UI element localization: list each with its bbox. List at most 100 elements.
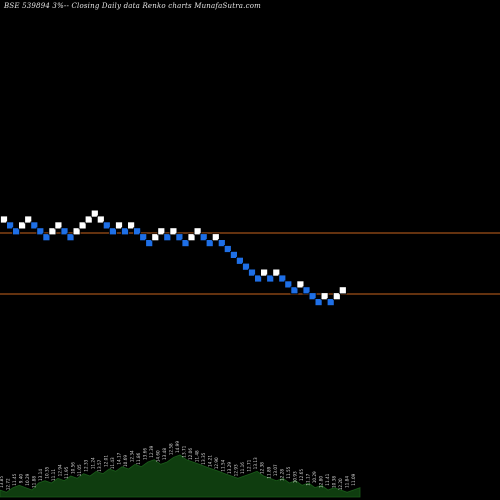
renko-brick-down (314, 298, 323, 307)
renko-brick-up (115, 221, 123, 230)
volume-label: 11.88 (32, 476, 37, 488)
renko-brick-down (229, 250, 238, 259)
renko-brick-down (266, 274, 275, 283)
volume-label: 12.71 (247, 459, 252, 471)
renko-brick-up (211, 233, 220, 242)
volume-label: 11.86 (136, 452, 141, 464)
volume-label: 11.45 (12, 473, 17, 485)
volume-label: 13.07 (273, 464, 278, 476)
renko-brick-down (133, 227, 142, 236)
renko-brick-down (121, 227, 129, 236)
renko-brick-up (96, 215, 105, 224)
volume-label: 12.20 (338, 478, 343, 490)
volume-label: 12.58 (169, 443, 174, 455)
renko-brick-down (326, 298, 335, 307)
volume-label: 12.72 (6, 478, 11, 490)
renko-brick-up (24, 215, 33, 224)
renko-brick-up (90, 209, 99, 218)
renko-brick-down (199, 233, 208, 242)
renko-brick-up (296, 280, 305, 289)
volume-label: 11.55 (286, 466, 291, 478)
volume-label: 11.95 (64, 466, 69, 478)
volume-label: 11.43 (110, 457, 115, 469)
volume-label: 12.01 (103, 455, 108, 467)
renko-brick-down (145, 239, 154, 248)
volume-label: 13.29 (227, 462, 232, 474)
volume-label: 10.29 (312, 471, 317, 483)
volume-area (0, 454, 361, 498)
volume-label: 11.09 (351, 473, 356, 485)
renko-brick-down (102, 221, 111, 230)
volume-label: 11.54 (221, 459, 226, 471)
volume-label: 13.14 (38, 469, 43, 481)
renko-brick-down (6, 221, 14, 230)
volume-label: 11.16 (240, 462, 245, 474)
volume-label: 9.40 (19, 474, 24, 484)
renko-brick-down (66, 233, 75, 242)
volume-label: 11.84 (345, 476, 350, 488)
renko-brick-down (242, 262, 250, 271)
renko-brick-down (139, 233, 148, 242)
renko-brick-down (181, 239, 190, 248)
renko-brick-down (109, 227, 117, 236)
volume-label: 11.17 (305, 473, 310, 485)
reference-lines (0, 232, 500, 295)
renko-brick-up (169, 227, 178, 236)
renko-brick-up (338, 286, 347, 295)
renko-brick-down (60, 227, 69, 236)
volume-label: 13.71 (182, 445, 187, 457)
volume-label: 13.13 (253, 457, 258, 469)
renko-brick-up (127, 221, 135, 230)
renko-brick-up (187, 233, 196, 242)
volume-label: 12.33 (84, 459, 89, 471)
renko-brick-up (0, 215, 8, 224)
renko-brick-up (260, 268, 269, 277)
renko-brick-down (290, 286, 299, 295)
volume-label: 10.29 (25, 473, 30, 485)
renko-brick-up (72, 227, 81, 236)
volume-label: 11.89 (266, 466, 271, 478)
volume-label: 12.80 (318, 476, 323, 488)
renko-brick-down (302, 286, 311, 295)
renko-brick-down (278, 274, 287, 283)
volume-label: 11.41 (325, 473, 330, 485)
volume-label: 12.34 (129, 450, 134, 462)
volume-label: 12.39 (149, 445, 154, 457)
volume-label: 10.69 (123, 455, 128, 467)
renko-brick-down (12, 227, 21, 236)
volume-label: 12.94 (58, 464, 63, 476)
volume-label: 13.35 (201, 452, 206, 464)
renko-brick-up (157, 227, 166, 236)
volume-label: 11.24 (90, 457, 95, 469)
renko-brick-up (18, 221, 27, 230)
volume-label: 11.11 (51, 469, 56, 481)
volume-label: 10.56 (71, 462, 76, 474)
renko-brick-down (223, 245, 232, 253)
volume-label: 12.65 (299, 469, 304, 481)
volume-label: 13.48 (162, 448, 167, 460)
renko-brick-down (163, 233, 172, 242)
volume-label: 11.05 (77, 464, 82, 476)
renko-brick-down (42, 233, 51, 242)
volume-area-shape (0, 454, 361, 498)
renko-brick-down (30, 221, 39, 230)
volume-label: 14.17 (116, 452, 121, 464)
volume-label: 14.60 (155, 450, 160, 462)
volume-label: 13.66 (142, 448, 147, 460)
renko-brick-down (235, 256, 244, 265)
volume-label: 13.57 (97, 459, 102, 471)
renko-brick-down (308, 292, 317, 301)
volume-label: 10.35 (45, 466, 50, 478)
renko-brick-down (254, 274, 263, 283)
volume-label: 11.48 (195, 450, 200, 462)
chart-title: BSE 539894 3%-- Closing Daily data Renko… (4, 2, 261, 10)
renko-brick-down (284, 280, 293, 289)
volume-label: 12.06 (188, 448, 193, 460)
volume-label: 12.28 (279, 469, 284, 481)
renko-bricks (0, 209, 347, 307)
renko-brick-up (54, 221, 63, 230)
renko-brick-up (48, 227, 57, 236)
renko-brick-up (151, 233, 160, 242)
